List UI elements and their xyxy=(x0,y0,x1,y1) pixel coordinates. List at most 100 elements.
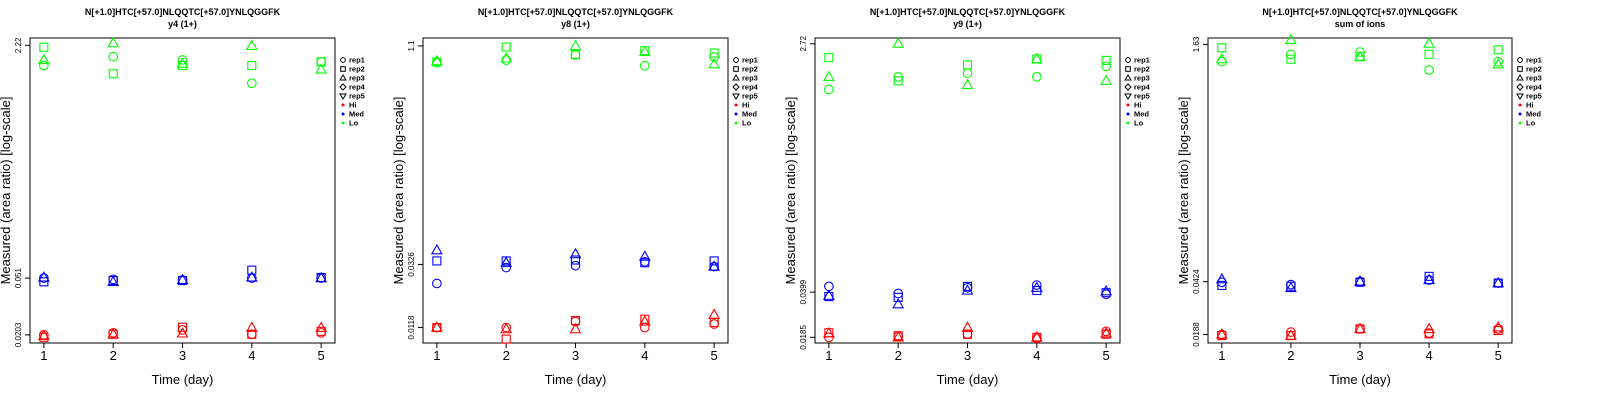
data-point-lo-rep2 xyxy=(247,60,257,71)
x-axis-label: Time (day) xyxy=(152,372,214,387)
data-point-lo-rep1 xyxy=(1493,56,1504,67)
x-axis-label: Time (day) xyxy=(545,372,607,387)
data-point-lo-rep1 xyxy=(1355,47,1365,57)
data-point-lo-rep2 xyxy=(432,57,442,67)
data-point-hi-rep3 xyxy=(37,329,50,340)
chart-panel-3: N[+1.0]HTC[+57.0]NLQQTC[+57.0]YNLQGGFK y9… xyxy=(783,7,1151,387)
data-point-hi-rep3 xyxy=(1423,322,1436,334)
legend-symbol-rep1 xyxy=(340,57,346,63)
x-tick-label: 1 xyxy=(433,348,440,363)
data-point-hi-rep3 xyxy=(500,322,513,334)
x-tick-label: 1 xyxy=(825,348,832,363)
data-point-lo-rep2 xyxy=(1493,45,1503,55)
data-point-med-rep2 xyxy=(1424,271,1434,281)
data-point-med-rep3 xyxy=(107,275,120,286)
legend-symbol-Med xyxy=(1126,112,1130,116)
legend-label-Hi: Hi xyxy=(1134,101,1142,110)
legend-symbol-rep1 xyxy=(733,57,739,63)
data-point-hi-rep3 xyxy=(1100,327,1113,338)
data-point-med-rep1 xyxy=(1031,280,1042,290)
data-point-med-rep3 xyxy=(1100,284,1113,296)
legend-label-Lo: Lo xyxy=(349,119,359,128)
data-point-lo-rep2 xyxy=(108,69,118,79)
legend-label-rep5: rep5 xyxy=(349,92,365,101)
data-point-med-rep1 xyxy=(501,262,512,273)
data-point-hi-rep3 xyxy=(107,327,120,339)
legend-label-rep2: rep2 xyxy=(1526,65,1542,74)
data-point-lo-rep3 xyxy=(1354,50,1366,61)
data-point-med-rep3 xyxy=(1215,272,1228,284)
legend-symbol-rep3 xyxy=(732,74,740,81)
data-point-med-rep3 xyxy=(245,271,258,282)
data-point-lo-rep3 xyxy=(176,57,189,68)
data-point-med-rep3 xyxy=(708,260,721,271)
data-point-med-rep2 xyxy=(962,281,973,291)
legend-label-rep3: rep3 xyxy=(1134,74,1150,83)
legend-symbol-rep5 xyxy=(732,93,740,100)
legend-symbol-Lo xyxy=(1518,121,1522,125)
x-tick-label: 5 xyxy=(711,348,718,363)
legend-symbol-rep2 xyxy=(733,66,739,72)
data-point-med-rep2 xyxy=(247,265,257,275)
data-point-med-rep2 xyxy=(893,292,903,302)
x-tick-label: 3 xyxy=(1356,348,1363,363)
data-point-hi-rep3 xyxy=(315,321,328,332)
plot-frame xyxy=(422,37,729,344)
y-tick-label: 0.0203 xyxy=(14,322,23,347)
legend-symbol-rep1 xyxy=(1125,57,1131,63)
chart-panel-4: N[+1.0]HTC[+57.0]NLQQTC[+57.0]YNLQGGFK su… xyxy=(1176,7,1543,387)
legend-symbol-rep5 xyxy=(339,93,347,100)
chart-title: N[+1.0]HTC[+57.0]NLQQTC[+57.0]YNLQGGFK xyxy=(478,7,674,17)
data-point-hi-rep3 xyxy=(708,308,721,319)
data-point-lo-rep1 xyxy=(1424,65,1434,75)
data-point-lo-rep3 xyxy=(638,45,651,57)
data-point-med-rep1 xyxy=(570,260,581,271)
data-point-hi-rep3 xyxy=(1354,322,1366,334)
data-point-lo-rep3 xyxy=(315,63,328,74)
legend-label-Hi: Hi xyxy=(1526,101,1534,110)
chart-title: N[+1.0]HTC[+57.0]NLQQTC[+57.0]YNLQGGFK xyxy=(870,7,1066,17)
x-tick-label: 2 xyxy=(1287,348,1294,363)
data-point-lo-rep3 xyxy=(245,39,258,51)
legend-symbol-Hi xyxy=(734,103,738,107)
data-point-med-rep2 xyxy=(709,256,719,266)
y-tick-label: 2.72 xyxy=(799,35,808,51)
data-point-med-rep2 xyxy=(432,256,442,266)
data-point-lo-rep2 xyxy=(501,42,511,52)
y-axis-label: Measured (area ratio) [log-scale] xyxy=(1176,97,1191,285)
data-point-med-rep2 xyxy=(570,255,581,265)
data-point-lo-rep3 xyxy=(822,70,835,81)
data-point-lo-rep2 xyxy=(709,48,719,58)
y-tick-label: 0.0326 xyxy=(407,252,416,277)
legend-symbol-rep1 xyxy=(1517,57,1523,63)
x-tick-label: 2 xyxy=(110,348,117,363)
data-point-lo-rep1 xyxy=(824,84,834,95)
data-point-med-rep2 xyxy=(177,275,188,286)
legend-symbol-rep4 xyxy=(339,83,347,91)
x-tick-label: 1 xyxy=(1218,348,1225,363)
data-point-hi-rep1 xyxy=(639,322,650,333)
legend-symbol-rep3 xyxy=(1516,74,1524,81)
y-tick-label: 1.63 xyxy=(1192,36,1201,52)
data-point-lo-rep2 xyxy=(316,57,326,67)
data-point-lo-rep3 xyxy=(708,57,721,69)
legend-symbol-Hi xyxy=(1518,103,1522,107)
data-point-hi-rep2 xyxy=(640,314,650,324)
data-point-lo-rep3 xyxy=(430,54,443,66)
data-point-med-rep3 xyxy=(1492,276,1505,288)
legend-label-rep5: rep5 xyxy=(1134,92,1150,101)
chart-subtitle: y8 (1+) xyxy=(561,19,590,29)
data-point-lo-rep1 xyxy=(962,68,973,79)
legend-label-Lo: Lo xyxy=(1526,119,1536,128)
data-point-med-rep3 xyxy=(892,297,905,309)
data-point-med-rep3 xyxy=(822,289,835,300)
data-point-lo-rep1 xyxy=(1286,49,1296,60)
data-point-hi-rep3 xyxy=(1215,328,1228,339)
data-point-med-rep3 xyxy=(961,284,974,295)
y-axis-label: Measured (area ratio) [log-scale] xyxy=(783,97,798,285)
y-axis-label: Measured (area ratio) [log-scale] xyxy=(391,97,406,285)
data-point-lo-rep1 xyxy=(246,78,257,89)
